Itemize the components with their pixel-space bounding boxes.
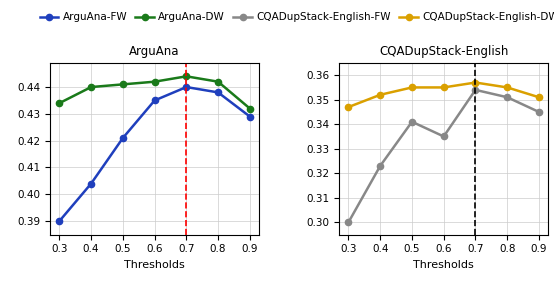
Title: ArguAna: ArguAna: [129, 45, 180, 57]
X-axis label: Thresholds: Thresholds: [124, 260, 185, 270]
Legend: ArguAna-FW, ArguAna-DW, CQADupStack-English-FW, CQADupStack-English-DW: ArguAna-FW, ArguAna-DW, CQADupStack-Engl…: [35, 8, 554, 26]
Title: CQADupStack-English: CQADupStack-English: [379, 45, 509, 57]
X-axis label: Thresholds: Thresholds: [413, 260, 474, 270]
